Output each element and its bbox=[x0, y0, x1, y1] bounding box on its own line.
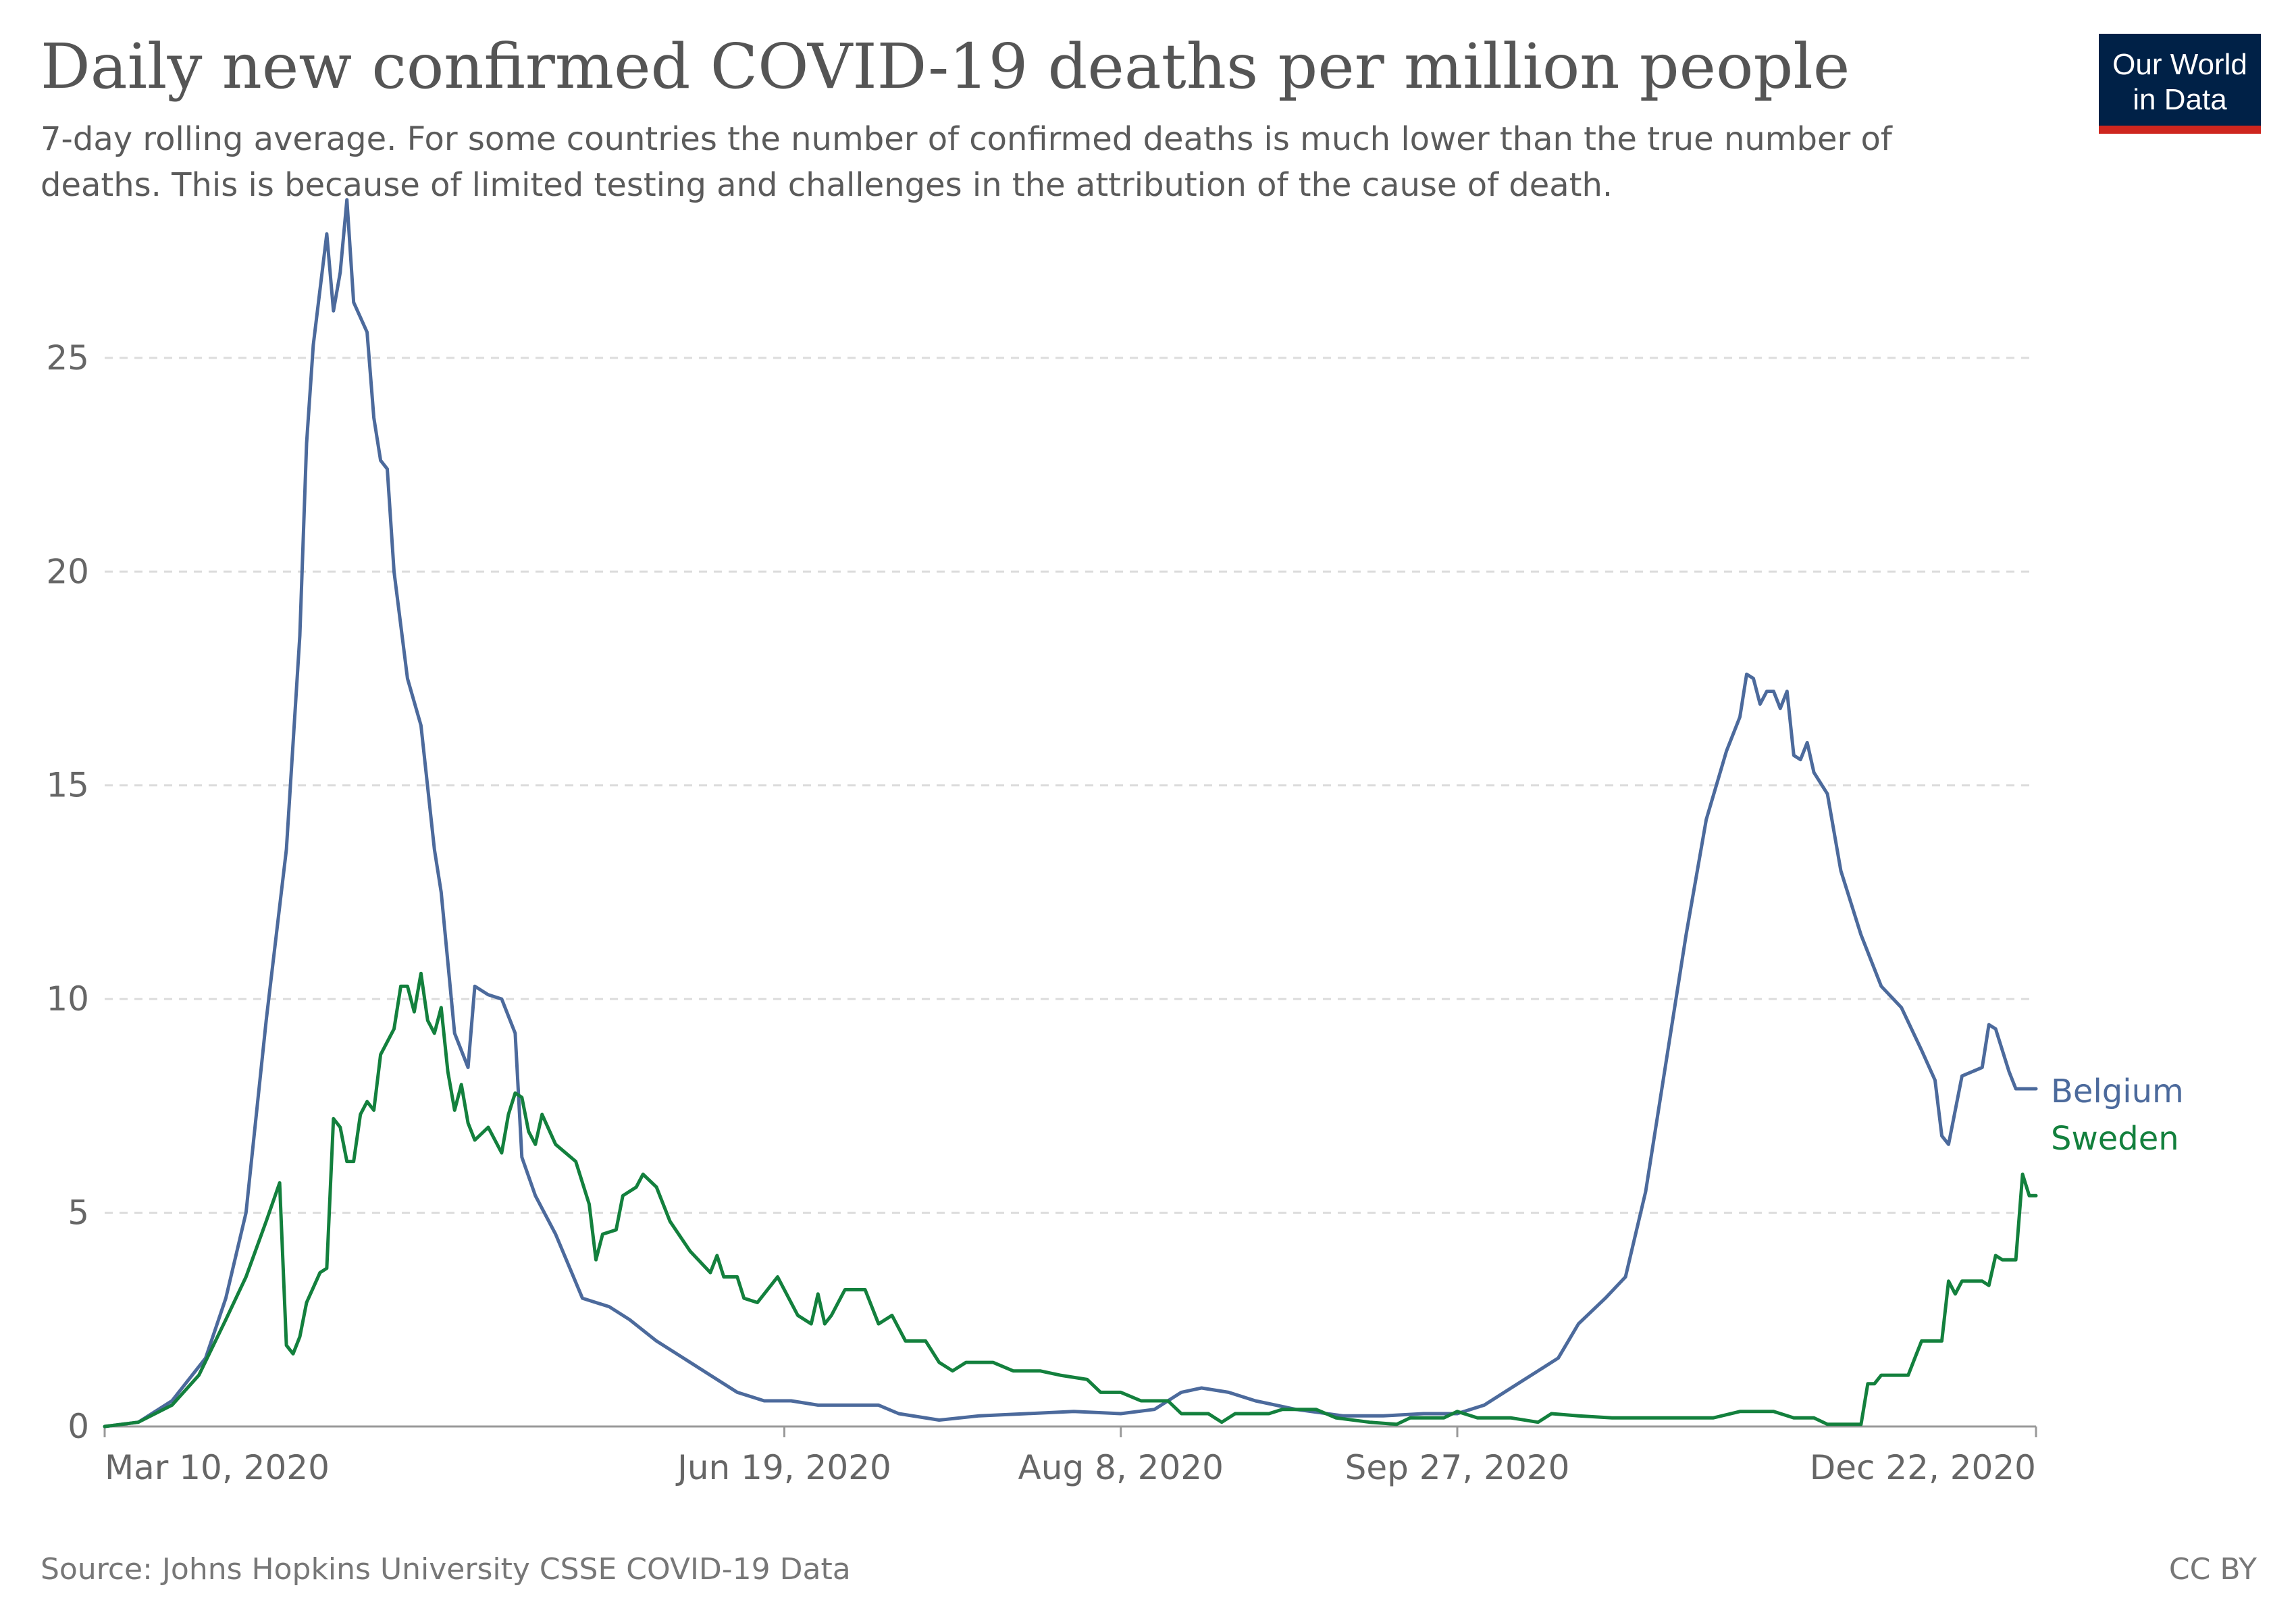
owid-logo[interactable]: Our World in Data bbox=[2099, 34, 2261, 134]
y-tick-label: 25 bbox=[46, 338, 89, 378]
y-tick-label: 5 bbox=[68, 1193, 89, 1233]
x-tick-label: Jun 19, 2020 bbox=[675, 1448, 891, 1487]
source-note: Source: Johns Hopkins University CSSE CO… bbox=[41, 1552, 851, 1587]
logo-accent-bar bbox=[2099, 126, 2261, 134]
x-axis: Mar 10, 2020 Jun 19, 2020 Aug 8, 2020 Sep 2… bbox=[103, 1425, 2037, 1487]
y-tick-label: 20 bbox=[46, 552, 89, 591]
logo-background bbox=[2099, 34, 2261, 126]
chart-title: Daily new confirmed COVID-19 deaths per … bbox=[41, 30, 1850, 103]
series-lines bbox=[103, 198, 2038, 1429]
x-tick-label: Mar 10, 2020 bbox=[105, 1448, 330, 1487]
logo-line-2: in Data bbox=[2133, 83, 2227, 116]
license-link[interactable]: CC BY bbox=[2169, 1552, 2257, 1587]
series-line-sweden[interactable] bbox=[103, 971, 2038, 1429]
y-tick-label: 0 bbox=[68, 1407, 89, 1446]
series-line-belgium[interactable] bbox=[103, 198, 2038, 1429]
x-tick-label: Sep 27, 2020 bbox=[1345, 1448, 1570, 1487]
chart-subtitle-line-2: deaths. This is because of limited testi… bbox=[41, 166, 1613, 204]
logo-line-1: Our World bbox=[2112, 48, 2247, 81]
grid-lines bbox=[105, 357, 2036, 1214]
x-tick-label: Dec 22, 2020 bbox=[1810, 1448, 2036, 1487]
series-label-sweden[interactable]: Sweden bbox=[2051, 1120, 2179, 1158]
y-tick-label: 10 bbox=[46, 979, 89, 1019]
series-label-belgium[interactable]: Belgium bbox=[2051, 1073, 2184, 1110]
y-tick-label: 15 bbox=[46, 766, 89, 805]
series-labels: Belgium Sweden bbox=[2051, 1073, 2184, 1158]
chart-subtitle-line-1: 7-day rolling average. For some countrie… bbox=[41, 120, 1893, 158]
x-tick-label: Aug 8, 2020 bbox=[1018, 1448, 1224, 1487]
y-axis: 0 5 10 15 20 25 bbox=[46, 338, 89, 1446]
